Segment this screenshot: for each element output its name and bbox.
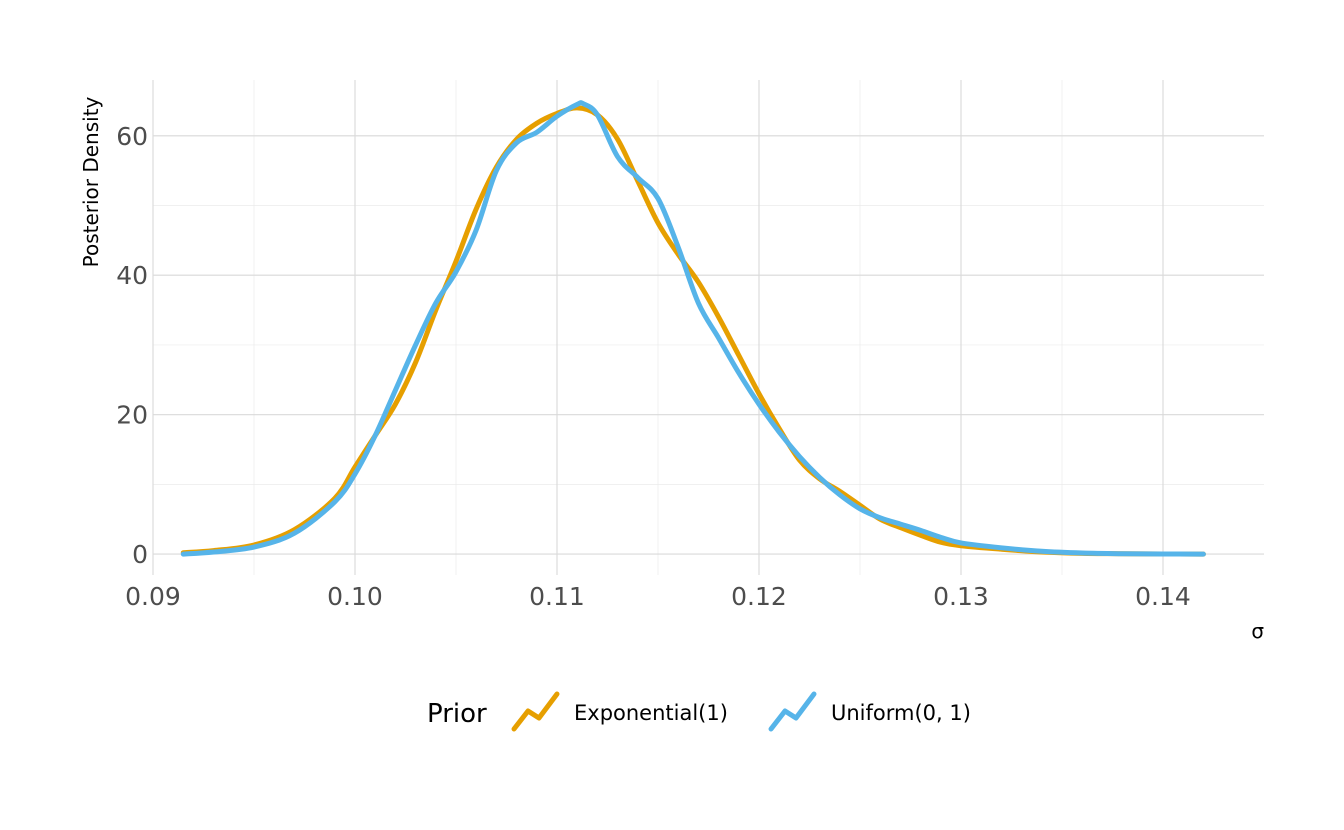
legend-label-uniform: Uniform(0, 1) [831, 701, 971, 725]
legend-key-exponential [511, 691, 560, 732]
x-tick-label: 0.14 [1135, 582, 1191, 611]
y-tick-label: 60 [116, 122, 148, 151]
legend: Prior Exponential(1) Uniform(0, 1) [427, 691, 971, 732]
series-line-exponential [180, 105, 1206, 557]
x-axis-tick-labels: 0.09 0.10 0.11 0.12 0.13 0.14 [125, 582, 1191, 611]
x-tick-label: 0.09 [125, 582, 181, 611]
y-tick-label: 40 [116, 261, 148, 290]
y-tick-label: 20 [116, 401, 148, 430]
y-axis-tick-labels: 0 20 40 60 [116, 122, 148, 569]
legend-key-uniform [768, 691, 817, 732]
y-axis-title: Posterior Density [79, 96, 103, 267]
x-axis-title: σ [1251, 619, 1264, 643]
series-lines [180, 100, 1206, 557]
series-line-uniform [180, 100, 1206, 557]
grid-lines [152, 80, 1264, 575]
legend-label-exponential: Exponential(1) [574, 701, 728, 725]
legend-item-uniform: Uniform(0, 1) [768, 691, 971, 732]
legend-title: Prior [427, 699, 487, 729]
y-tick-label: 0 [132, 540, 148, 569]
x-tick-label: 0.11 [529, 582, 585, 611]
legend-item-exponential: Exponential(1) [511, 691, 728, 732]
x-tick-label: 0.10 [327, 582, 383, 611]
x-tick-label: 0.13 [933, 582, 989, 611]
x-tick-label: 0.12 [731, 582, 787, 611]
